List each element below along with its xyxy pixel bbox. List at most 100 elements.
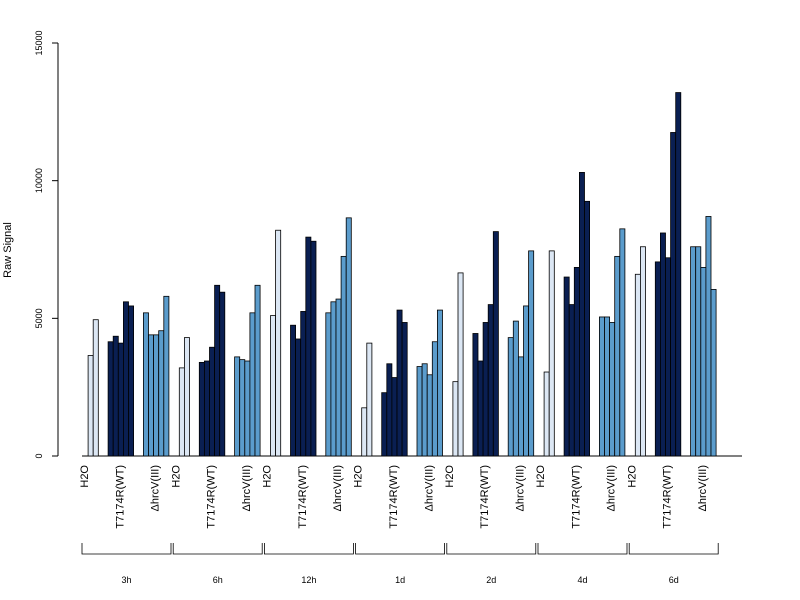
- bar: [421, 363, 428, 457]
- bar: [381, 392, 388, 457]
- bar: [675, 92, 682, 457]
- bar: [573, 266, 580, 457]
- group-brackets-layer: 3h 6h 12h 1d 2d 4d 6d: [81, 543, 719, 585]
- bar: [690, 246, 697, 457]
- bar: [579, 172, 585, 457]
- category-label: T7174R(WT): [114, 465, 126, 529]
- y-tick-label: 5000: [34, 308, 44, 328]
- bar: [507, 337, 514, 457]
- group-bracket: [264, 543, 354, 555]
- bar: [254, 284, 261, 457]
- category-label: T7174R(WT): [388, 465, 400, 529]
- bar: [665, 257, 671, 457]
- bar: [563, 276, 570, 457]
- group-bracket: [355, 543, 445, 555]
- category-label: ΔhrcV(III): [150, 465, 162, 511]
- bar: [401, 322, 408, 457]
- group-label: 4d: [577, 575, 587, 585]
- category-label: T7174R(WT): [479, 465, 491, 529]
- bar: [609, 322, 616, 457]
- category-label: H2O: [444, 465, 456, 488]
- bar: [518, 356, 524, 457]
- category-label: H2O: [170, 465, 182, 488]
- bar: [239, 359, 246, 457]
- bar: [92, 319, 99, 457]
- bar: [614, 255, 621, 457]
- bar: [325, 312, 332, 457]
- y-axis: 0 5000 10000 15000: [34, 30, 742, 459]
- category-label: H2O: [353, 465, 365, 488]
- group-label: 6d: [669, 575, 679, 585]
- bar: [543, 371, 550, 457]
- bar: [457, 272, 464, 457]
- bar: [330, 301, 337, 457]
- bar: [599, 316, 605, 457]
- group-label: 1d: [395, 575, 405, 585]
- bar: [234, 356, 241, 457]
- bar: [300, 311, 307, 457]
- bar: [117, 342, 124, 457]
- bar: [270, 315, 276, 457]
- bar: [203, 360, 210, 457]
- bar: [619, 228, 626, 457]
- bar: [487, 304, 494, 457]
- bar: [295, 338, 302, 457]
- bar: [568, 304, 575, 457]
- y-tick-label: 15000: [34, 30, 44, 55]
- bar: [112, 335, 119, 457]
- group-bracket: [172, 543, 263, 555]
- category-label: ΔhrcV(III): [332, 465, 344, 511]
- category-label: ΔhrcV(III): [423, 465, 435, 511]
- bar: [183, 337, 190, 457]
- bar: [523, 305, 529, 457]
- bar: [528, 250, 535, 457]
- category-label: T7174R(WT): [662, 465, 674, 529]
- category-label: ΔhrcV(III): [606, 465, 618, 511]
- category-label: T7174R(WT): [570, 465, 582, 529]
- bar: [214, 284, 221, 457]
- category-label: H2O: [262, 465, 274, 488]
- bar: [695, 246, 702, 457]
- bars-layer: [87, 92, 717, 457]
- bar: [361, 407, 368, 457]
- y-tick-label: 10000: [34, 168, 44, 193]
- bar: [452, 381, 459, 457]
- bar: [209, 346, 215, 457]
- category-label: ΔhrcV(III): [241, 465, 253, 511]
- bar: [153, 334, 160, 457]
- bar: [700, 266, 707, 457]
- bar: [340, 255, 347, 457]
- bar: [148, 334, 154, 457]
- bar: [660, 232, 666, 457]
- y-axis-title: Raw Signal: [2, 222, 14, 278]
- bar: [275, 229, 282, 457]
- bar: [128, 305, 134, 457]
- bar: [198, 361, 205, 457]
- bar: [386, 363, 393, 457]
- bar: [310, 240, 317, 457]
- category-label: T7174R(WT): [297, 465, 309, 529]
- bar: [548, 250, 555, 457]
- bar: [391, 377, 398, 457]
- bar: [244, 360, 251, 457]
- bar: [305, 236, 312, 457]
- category-label: H2O: [79, 465, 91, 488]
- category-label: T7174R(WT): [206, 465, 218, 529]
- bar: [366, 342, 373, 457]
- bar: [670, 132, 677, 457]
- category-label: H2O: [626, 465, 638, 488]
- bar: [482, 322, 489, 457]
- group-bracket: [81, 543, 172, 555]
- bar: [142, 312, 149, 457]
- category-label: H2O: [535, 465, 547, 488]
- bar: [178, 367, 185, 457]
- bar: [472, 333, 479, 457]
- group-label: 3h: [121, 575, 131, 585]
- bar: [436, 309, 443, 457]
- bar: [640, 246, 646, 457]
- group-bracket: [537, 543, 628, 555]
- bar: [426, 374, 433, 457]
- bar: [416, 366, 423, 457]
- group-bracket: [446, 543, 537, 555]
